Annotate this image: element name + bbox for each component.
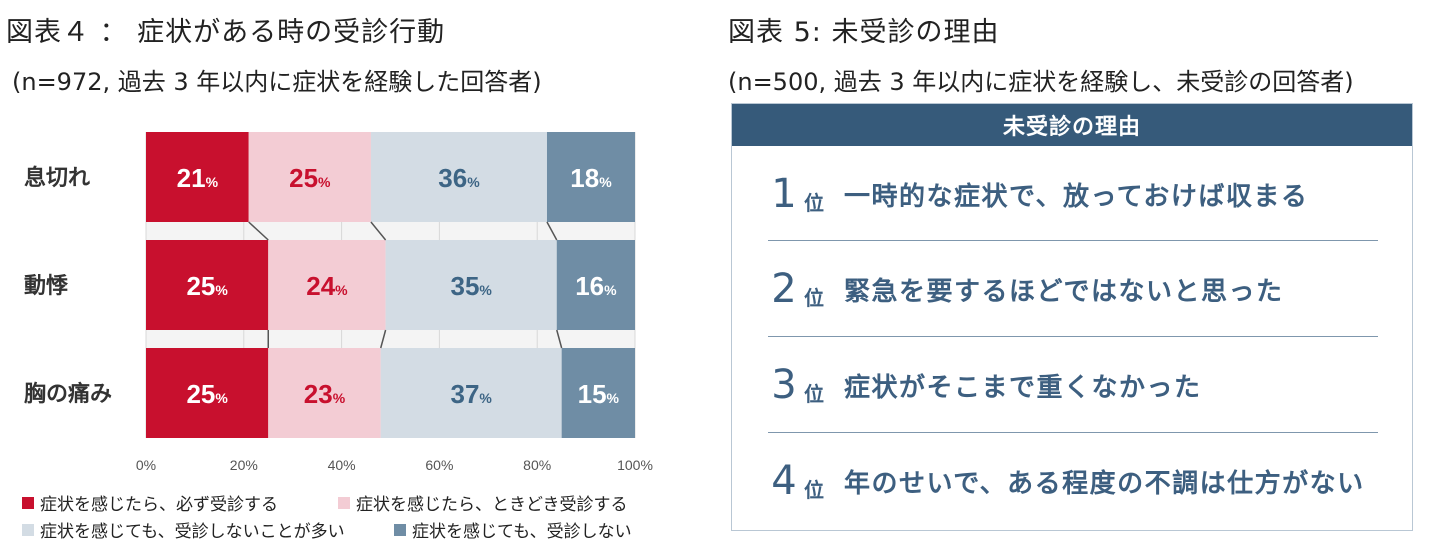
reasons-table: 未受診の理由 1 位 一時的な症状で、放っておけば収まる 2 位 緊急を要するほ… xyxy=(731,103,1413,531)
legend-swatch-never xyxy=(394,523,406,536)
reason-row-2: 2 位 緊急を要するほどではないと思った xyxy=(768,240,1378,337)
bar-segment xyxy=(370,132,547,222)
stacked-bar-chart: 0% 20% 40% 60% 80% 100% 21% 25% 36% 18% 息切れ 25% 24% 3… xyxy=(24,132,653,473)
bar-segment xyxy=(546,132,635,222)
legend-swatch-always xyxy=(22,496,34,509)
data-label: 37% xyxy=(450,379,492,409)
x-tick-label: 80% xyxy=(523,457,551,473)
data-label: 36% xyxy=(438,163,480,193)
reasons-table-header: 未受診の理由 xyxy=(732,104,1412,146)
connector-line xyxy=(248,221,269,241)
reason-text: 緊急を要するほどではないと思った xyxy=(844,276,1284,307)
data-label: 21% xyxy=(177,163,219,193)
legend-item-often-not: 症状を感じても、受診しないことが多い xyxy=(22,517,345,542)
rank-unit: 位 xyxy=(804,190,824,215)
x-tick-label: 40% xyxy=(328,457,356,473)
rank-unit: 位 xyxy=(804,381,824,406)
connector-line xyxy=(556,329,563,349)
data-label: 25% xyxy=(186,271,228,301)
x-tick-label: 20% xyxy=(230,457,258,473)
data-label: 35% xyxy=(450,271,492,301)
reason-row-4: 4 位 年のせいで、ある程度の不調は仕方がない xyxy=(768,432,1378,529)
legend-item-sometimes: 症状を感じたら、ときどき受診する xyxy=(338,490,628,515)
bar-segment xyxy=(380,348,562,438)
legend-label-never: 症状を感じても、受診しない xyxy=(412,522,632,542)
bar-segment xyxy=(561,348,635,438)
reason-text: 一時的な症状で、放っておけば収まる xyxy=(844,181,1309,212)
reason-row-1: 1 位 一時的な症状で、放っておけば収まる xyxy=(768,146,1378,242)
legend-swatch-often-not xyxy=(22,523,34,536)
rank-number: 4 xyxy=(771,458,797,504)
category-label: 息切れ xyxy=(24,165,90,191)
bar-segment xyxy=(268,240,386,330)
bar-segment xyxy=(146,348,269,438)
bar-segment xyxy=(556,240,635,330)
data-label: 24% xyxy=(306,271,348,301)
data-label: 16% xyxy=(575,271,617,301)
x-tick-label: 100% xyxy=(617,457,653,473)
bar-segment xyxy=(268,348,381,438)
legend-label-sometimes: 症状を感じたら、ときどき受診する xyxy=(356,495,628,515)
connector-line xyxy=(370,221,387,241)
category-label: 胸の痛み xyxy=(24,381,112,407)
legend-item-always: 症状を感じたら、必ず受診する xyxy=(22,490,278,515)
table-subtitle: (n=500, 過去 3 年以内に症状を経験し、未受診の回答者) xyxy=(728,68,1354,96)
data-label: 23% xyxy=(304,379,346,409)
bar-segment xyxy=(248,132,371,222)
data-label: 25% xyxy=(289,163,331,193)
data-label: 15% xyxy=(578,379,620,409)
bar-segment xyxy=(385,240,557,330)
connector-line xyxy=(546,221,558,241)
data-label: 25% xyxy=(186,379,228,409)
bar-segment xyxy=(146,240,269,330)
chart-subtitle: (n=972, 過去 3 年以内に症状を経験した回答者) xyxy=(12,68,542,96)
category-label: 動悸 xyxy=(24,274,69,299)
rank-number: 2 xyxy=(771,266,797,312)
table-title: 図表 5: 未受診の理由 xyxy=(728,17,1000,48)
reason-text: 年のせいで、ある程度の不調は仕方がない xyxy=(844,468,1365,499)
reason-text: 症状がそこまで重くなかった xyxy=(844,372,1202,403)
x-tick-label: 60% xyxy=(425,457,453,473)
rank-number: 1 xyxy=(771,171,797,217)
legend-swatch-sometimes xyxy=(338,496,350,509)
connector-line xyxy=(379,329,387,349)
data-label: 18% xyxy=(570,163,612,193)
legend-item-never: 症状を感じても、受診しない xyxy=(394,517,632,542)
rank-unit: 位 xyxy=(804,285,824,310)
rank-unit: 位 xyxy=(804,477,824,502)
rank-number: 3 xyxy=(771,362,797,408)
legend-label-always: 症状を感じたら、必ず受診する xyxy=(40,495,278,515)
reason-row-3: 3 位 症状がそこまで重くなかった xyxy=(768,336,1378,433)
chart-title: 図表４ ： 症状がある時の受診行動 xyxy=(6,17,446,48)
bar-segment xyxy=(146,132,249,222)
legend-label-often-not: 症状を感じても、受診しないことが多い xyxy=(40,522,345,542)
x-tick-label: 0% xyxy=(136,457,156,473)
